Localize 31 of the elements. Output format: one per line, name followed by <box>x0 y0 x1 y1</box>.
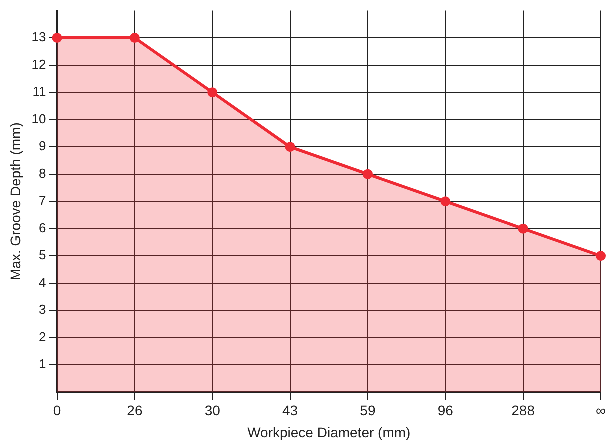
y-tick-label: 6 <box>39 220 46 236</box>
y-axis-title: Max. Groove Depth (mm) <box>7 122 24 281</box>
x-tick-label: ∞ <box>596 402 606 419</box>
x-tick-label: 30 <box>204 402 221 419</box>
point <box>596 251 606 262</box>
point <box>130 33 140 44</box>
y-tick-label: 3 <box>39 302 46 318</box>
y-tick-label: 9 <box>39 138 46 154</box>
point <box>362 169 373 180</box>
point <box>518 224 528 234</box>
x-tick-label: 26 <box>127 402 143 419</box>
point <box>208 88 218 98</box>
x-tick-label: 43 <box>282 402 298 419</box>
x-tick-label: 96 <box>438 402 454 419</box>
point <box>440 196 451 207</box>
y-tick-label: 2 <box>39 329 46 344</box>
y-tick-label: 13 <box>32 30 46 45</box>
y-tick-label: 5 <box>39 248 46 263</box>
x-tick-label: 0 <box>53 402 62 419</box>
point <box>52 33 62 44</box>
y-tick-label: 10 <box>32 111 46 126</box>
x-tick-label: 59 <box>360 402 376 419</box>
y-tick-label: 7 <box>39 193 46 208</box>
y-tick-label: 11 <box>32 84 46 100</box>
y-tick-label: 8 <box>39 166 46 181</box>
y-tick-label: 4 <box>39 274 46 290</box>
point <box>285 142 296 152</box>
y-tick-label: 1 <box>39 356 46 372</box>
x-axis-title: Workpiece Diameter (mm) <box>248 424 411 440</box>
x-tick-label: 288 <box>512 402 536 419</box>
y-tick-label: 12 <box>32 56 46 72</box>
